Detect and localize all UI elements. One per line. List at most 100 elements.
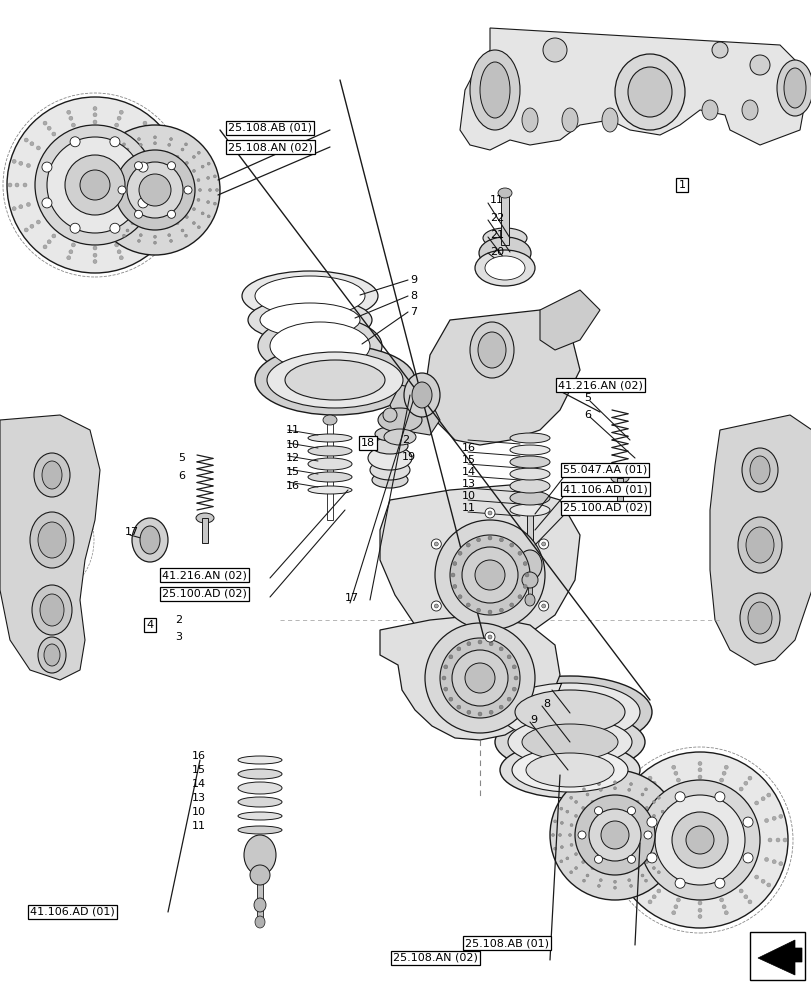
Ellipse shape <box>651 781 655 785</box>
Ellipse shape <box>629 884 632 887</box>
Ellipse shape <box>139 126 143 130</box>
Ellipse shape <box>512 687 516 691</box>
Ellipse shape <box>565 810 569 813</box>
Ellipse shape <box>541 542 545 546</box>
Text: 7: 7 <box>554 683 561 693</box>
Ellipse shape <box>766 883 770 887</box>
Ellipse shape <box>719 778 723 782</box>
Ellipse shape <box>499 538 503 542</box>
Ellipse shape <box>613 781 616 784</box>
Ellipse shape <box>565 857 569 860</box>
Bar <box>384 420 396 480</box>
Ellipse shape <box>19 205 23 209</box>
Ellipse shape <box>93 253 97 257</box>
Bar <box>327 420 333 520</box>
Ellipse shape <box>509 468 549 480</box>
Ellipse shape <box>411 382 431 408</box>
Ellipse shape <box>569 824 573 827</box>
Text: 14: 14 <box>461 467 475 477</box>
Ellipse shape <box>771 816 775 820</box>
Ellipse shape <box>509 603 513 607</box>
Ellipse shape <box>255 916 264 928</box>
Ellipse shape <box>174 159 178 163</box>
Ellipse shape <box>114 243 118 247</box>
Ellipse shape <box>52 132 56 136</box>
Text: 16: 16 <box>285 481 299 491</box>
Ellipse shape <box>747 776 751 780</box>
Ellipse shape <box>449 535 530 615</box>
Ellipse shape <box>424 623 534 733</box>
Ellipse shape <box>613 795 616 798</box>
Ellipse shape <box>185 161 188 164</box>
Ellipse shape <box>161 228 165 232</box>
Bar <box>500 195 508 245</box>
Ellipse shape <box>586 793 588 796</box>
Ellipse shape <box>488 642 492 646</box>
Ellipse shape <box>167 205 171 209</box>
Ellipse shape <box>65 155 125 215</box>
Polygon shape <box>460 28 809 150</box>
Ellipse shape <box>255 345 414 415</box>
Ellipse shape <box>600 821 629 849</box>
Ellipse shape <box>307 458 351 470</box>
Ellipse shape <box>143 121 147 125</box>
Text: 13: 13 <box>191 793 206 803</box>
Ellipse shape <box>601 797 604 800</box>
Ellipse shape <box>238 756 281 764</box>
Ellipse shape <box>135 162 142 170</box>
Ellipse shape <box>627 67 672 117</box>
Ellipse shape <box>697 762 702 766</box>
Ellipse shape <box>122 234 126 237</box>
Bar <box>202 518 208 543</box>
Ellipse shape <box>474 250 534 286</box>
Ellipse shape <box>457 647 461 651</box>
Ellipse shape <box>160 164 163 168</box>
Ellipse shape <box>771 860 775 864</box>
Ellipse shape <box>34 453 70 497</box>
Ellipse shape <box>581 861 584 864</box>
Ellipse shape <box>512 665 516 669</box>
Text: 22: 22 <box>489 213 504 223</box>
Ellipse shape <box>93 259 97 263</box>
Ellipse shape <box>255 276 365 316</box>
Ellipse shape <box>646 817 656 827</box>
Ellipse shape <box>139 526 160 554</box>
Ellipse shape <box>767 838 771 842</box>
Ellipse shape <box>238 812 281 820</box>
Ellipse shape <box>441 676 445 680</box>
Ellipse shape <box>131 222 134 225</box>
Text: 1: 1 <box>678 180 684 190</box>
Ellipse shape <box>577 831 586 839</box>
Text: 16: 16 <box>191 751 206 761</box>
Ellipse shape <box>207 215 210 218</box>
Ellipse shape <box>153 235 157 238</box>
Ellipse shape <box>444 665 447 669</box>
Ellipse shape <box>613 886 616 889</box>
Ellipse shape <box>197 226 200 229</box>
Ellipse shape <box>671 911 675 915</box>
Ellipse shape <box>667 807 669 810</box>
Ellipse shape <box>629 793 633 797</box>
Ellipse shape <box>581 788 585 791</box>
Ellipse shape <box>109 151 113 154</box>
Ellipse shape <box>238 769 281 779</box>
Text: 25.108.AB (01): 25.108.AB (01) <box>228 123 311 133</box>
Ellipse shape <box>307 446 351 456</box>
Ellipse shape <box>114 222 118 225</box>
Ellipse shape <box>513 676 517 680</box>
Text: 2: 2 <box>401 435 409 445</box>
Text: 19: 19 <box>401 452 415 462</box>
Ellipse shape <box>667 834 671 836</box>
Ellipse shape <box>207 162 210 165</box>
Ellipse shape <box>739 593 779 643</box>
Ellipse shape <box>184 186 191 194</box>
Ellipse shape <box>613 880 616 883</box>
Ellipse shape <box>629 783 632 786</box>
Ellipse shape <box>500 742 639 798</box>
Ellipse shape <box>639 780 759 900</box>
Ellipse shape <box>631 819 635 823</box>
Ellipse shape <box>747 602 771 634</box>
Ellipse shape <box>651 800 654 803</box>
Polygon shape <box>0 415 100 680</box>
Text: 41.216.AN (02): 41.216.AN (02) <box>162 570 247 580</box>
